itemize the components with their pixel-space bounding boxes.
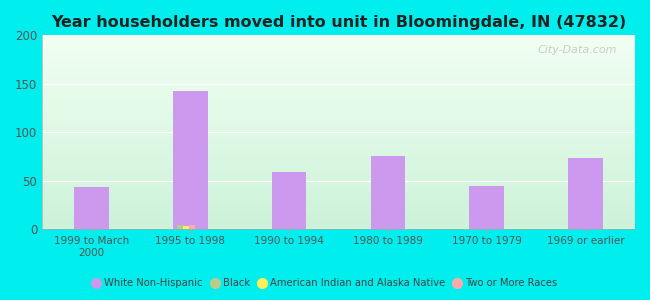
Bar bbox=[74, 187, 109, 230]
Legend: White Non-Hispanic, Black, American Indian and Alaska Native, Two or More Races: White Non-Hispanic, Black, American Indi… bbox=[88, 274, 562, 292]
Text: City-Data.com: City-Data.com bbox=[538, 45, 618, 55]
Bar bbox=[173, 91, 207, 230]
Bar bbox=[370, 156, 405, 230]
Title: Year householders moved into unit in Bloomingdale, IN (47832): Year householders moved into unit in Blo… bbox=[51, 15, 626, 30]
Bar bbox=[272, 172, 306, 230]
Bar bbox=[568, 158, 603, 230]
Bar bbox=[189, 225, 195, 230]
Bar bbox=[183, 226, 189, 230]
Bar bbox=[469, 186, 504, 230]
Bar bbox=[177, 225, 183, 230]
